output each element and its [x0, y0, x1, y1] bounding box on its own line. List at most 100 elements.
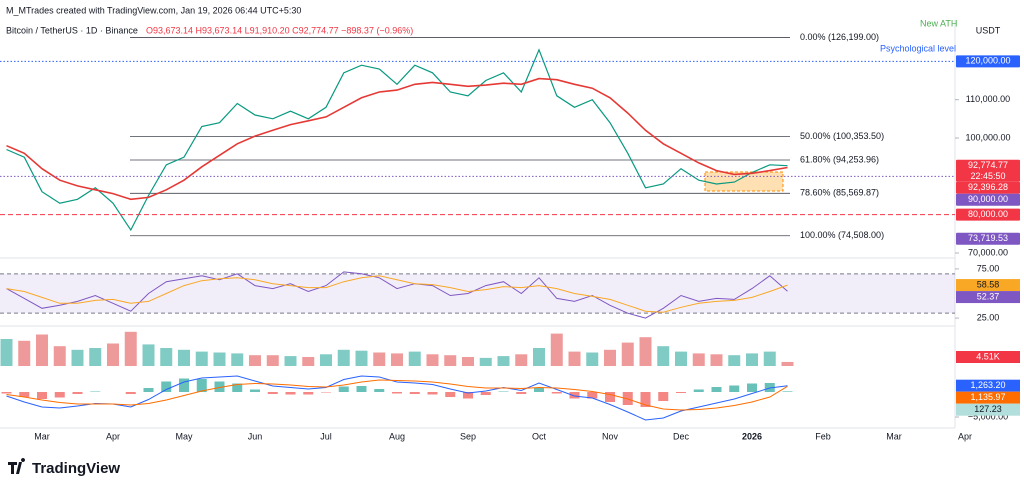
volume-bar — [657, 346, 670, 366]
histogram-bar — [782, 391, 793, 392]
volume-bar — [320, 354, 332, 366]
x-tick-label: Apr — [958, 431, 972, 441]
volume-bar — [231, 353, 244, 366]
histogram-bar — [374, 389, 385, 392]
y-tick-label: 110,000.00 — [966, 94, 1010, 104]
x-tick-label: Nov — [602, 431, 619, 441]
volume-bar — [462, 357, 474, 366]
volume-bar — [639, 337, 652, 366]
volume-bar — [781, 361, 794, 366]
volume-bar — [107, 343, 119, 366]
volume-bar — [444, 355, 457, 366]
line — [6, 48, 788, 232]
brand: TradingView — [32, 460, 120, 477]
histogram-bar — [605, 392, 615, 402]
histogram-bar — [285, 392, 296, 395]
x-tick-label: Oct — [532, 431, 547, 441]
histogram-bar — [250, 389, 260, 392]
volume-bar — [337, 349, 350, 366]
volume-bar — [142, 344, 155, 366]
value-label-box — [956, 391, 1020, 404]
line — [6, 379, 788, 411]
volume-bar — [391, 353, 403, 366]
ohlc: O93,673.14 H93,673.14 L91,910.20 C92,774… — [146, 25, 413, 35]
price-label-box — [956, 232, 1020, 245]
value-label: 127.23 — [974, 404, 1002, 414]
volume-bar — [497, 356, 510, 366]
rsi-band — [0, 273, 955, 314]
histogram-bar — [569, 392, 580, 399]
histogram-bar — [72, 392, 83, 394]
annotation: New ATH — [920, 18, 957, 28]
volume-bar — [0, 339, 13, 366]
price-label-box — [956, 181, 1020, 194]
value-label: 52.37 — [977, 291, 1000, 301]
volume-bar — [284, 356, 297, 366]
histogram-bar — [747, 383, 757, 392]
volume-bar — [302, 357, 315, 366]
volume-bar — [160, 348, 173, 366]
value-label-box — [956, 403, 1020, 416]
volume-bar — [763, 351, 776, 366]
volume-bar — [426, 354, 439, 366]
histogram-bar — [516, 392, 527, 394]
histogram-bar — [1, 392, 12, 394]
histogram-bar — [764, 383, 775, 392]
histogram-bar — [179, 378, 189, 392]
histogram-bar — [587, 392, 598, 399]
volume-bar — [550, 333, 563, 366]
histogram-bar — [392, 392, 402, 394]
fib-label: 61.80% (94,253.96) — [800, 154, 879, 164]
volume-bar — [746, 353, 758, 366]
volume-bar — [710, 354, 723, 366]
value-label-box — [956, 291, 1020, 304]
volume-bar — [479, 357, 492, 366]
histogram-bar — [356, 386, 367, 392]
histogram-bar — [303, 392, 314, 395]
histogram-bar — [214, 381, 225, 392]
y-tick-label: 25.00 — [977, 312, 1000, 322]
value-label-box — [956, 379, 1020, 392]
volume-bar — [586, 352, 599, 366]
volume-bar — [692, 353, 705, 366]
histogram-bar — [161, 381, 172, 392]
histogram-bar — [463, 392, 473, 399]
histogram-bar — [37, 392, 47, 399]
value-label: 4.51K — [976, 351, 1000, 361]
histogram-bar — [498, 391, 509, 392]
x-tick-label: Aug — [389, 431, 405, 441]
volume-bar — [53, 346, 66, 366]
histogram-bar — [676, 392, 686, 393]
logo — [8, 458, 26, 474]
line — [6, 77, 788, 201]
histogram-bar — [196, 379, 207, 392]
volume-bar — [249, 355, 261, 366]
volume-bar — [18, 340, 31, 366]
volume-bar — [71, 349, 84, 366]
x-tick-label: Dec — [673, 431, 690, 441]
histogram-bar — [534, 387, 544, 392]
histogram-bar — [232, 383, 243, 392]
y-tick-label: 75.00 — [977, 263, 1000, 273]
author-line: M_MTrades created with TradingView.com, … — [6, 5, 301, 15]
volume-bar — [515, 354, 528, 366]
volume-bar — [533, 348, 545, 366]
price-label-box — [956, 208, 1020, 221]
histogram-bar — [693, 389, 704, 392]
histogram-bar — [427, 392, 438, 395]
price-label: 120,000.00 — [965, 56, 1010, 66]
value-label-box — [956, 351, 1020, 363]
fib-label: 100.00% (74,508.00) — [800, 230, 884, 240]
value-label: 1,263.20 — [970, 380, 1005, 390]
price-label: 90,000.00 — [968, 194, 1008, 204]
currency: USDT — [976, 25, 1001, 35]
histogram-bar — [19, 392, 30, 397]
price-label: 92,396.28 — [968, 182, 1008, 192]
histogram-bar — [54, 392, 65, 398]
volume-bar — [373, 352, 386, 366]
x-tick-label: Apr — [106, 431, 120, 441]
value-label-box — [956, 279, 1020, 292]
x-tick-label: Mar — [886, 431, 902, 441]
price-label-box — [956, 55, 1020, 68]
